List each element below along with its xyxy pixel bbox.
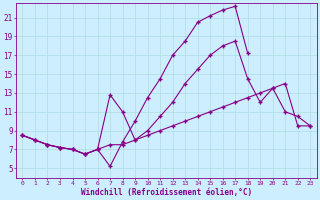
X-axis label: Windchill (Refroidissement éolien,°C): Windchill (Refroidissement éolien,°C) [81,188,252,197]
